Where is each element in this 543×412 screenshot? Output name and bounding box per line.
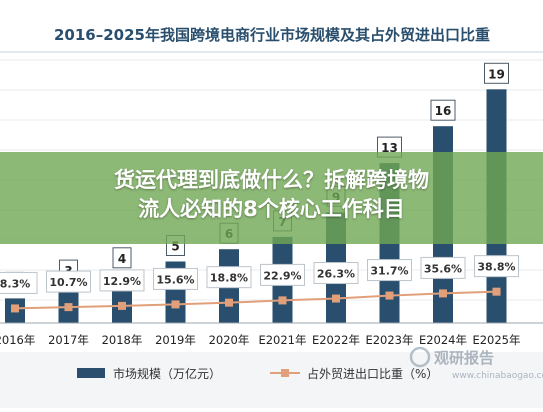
bar-value-label-7: 13 (381, 141, 398, 155)
ratio-value-label-5: 22.9% (263, 269, 301, 282)
ratio-value-label-4: 18.8% (210, 272, 248, 285)
legend-bar-label: 市场规模（万亿元） (113, 366, 221, 381)
ratio-value-label-3: 15.6% (156, 273, 194, 286)
bar-label-box-2 (112, 247, 132, 269)
legend: 市场规模（万亿元） 占外贸进出口比重（%） (77, 366, 438, 381)
ratio-point-3 (171, 300, 180, 309)
ratio-value-label-9: 38.8% (477, 261, 515, 274)
ratio-label-box-6 (313, 262, 359, 285)
chart-title: 2016–2025年我国跨境电商行业市场规模及其占外贸进出口比重 (54, 26, 490, 44)
ratio-point-2 (118, 301, 126, 310)
watermark-url: www.chinabaogao.com (452, 371, 543, 381)
x-tick-label-6: E2022年 (312, 333, 360, 347)
ratio-point-9 (492, 287, 501, 296)
bar-value-label-2: 4 (118, 252, 126, 266)
ratio-point-1 (64, 303, 73, 312)
ratio-label-box-9 (474, 255, 519, 278)
overlay-banner (0, 152, 543, 244)
ratio-value-label-2: 12.9% (103, 275, 141, 288)
overlay-line-1: 货运代理到底做什么？拆解跨境物 (114, 168, 429, 192)
bar-label-box-8 (430, 99, 456, 121)
ratio-label-box-0 (0, 271, 38, 294)
ratio-value-label-7: 31.7% (370, 265, 408, 278)
legend-bar-swatch (77, 368, 105, 378)
ratio-label-box-3 (153, 267, 198, 290)
x-tick-label-9: E2025年 (472, 333, 520, 347)
ratio-series: 8.3% 10.7% 12.9% 15.6% 18.8% 22.9% 26.3% 31.7% 3… (0, 255, 519, 313)
watermark-logo-icon (409, 346, 431, 368)
bar-label-box-9 (484, 62, 509, 84)
x-tick-label-3: 2019年 (155, 333, 196, 347)
ratio-value-label-1: 10.7% (49, 276, 87, 289)
ratio-value-label-0: 8.3% (0, 277, 30, 290)
ratio-point-7 (385, 291, 394, 300)
watermark-brand: 观研报告 (434, 349, 494, 367)
bar-value-label-3: 5 (171, 240, 179, 254)
x-axis: 2016年 2017年 2018年 2019年 2020年 E2021年 E2022年 E20… (0, 322, 543, 347)
legend-line-marker (281, 369, 289, 377)
ratio-label-box-4 (206, 266, 252, 289)
ratio-label-box-1 (46, 270, 91, 293)
watermark: 观研报告 www.chinabaogao.com (409, 346, 543, 381)
x-tick-label-5: E2021年 (258, 333, 306, 347)
ratio-label-box-5 (260, 263, 305, 286)
ratio-label-box-8 (420, 256, 466, 279)
ratio-point-0 (11, 304, 19, 313)
legend-line-label: 占外贸进出口比重（%） (307, 366, 438, 381)
bar-value-label-9: 19 (488, 67, 505, 81)
x-tick-label-7: E2023年 (365, 333, 413, 347)
ratio-point-8 (439, 289, 447, 298)
overlay-headline: 货运代理到底做什么？拆解跨境物 流人必知的8个核心工作科目 (0, 166, 543, 224)
x-tick-label-2: 2018年 (102, 333, 143, 347)
x-tick-label-0: 2016年 (0, 333, 35, 347)
ratio-label-box-7 (367, 259, 412, 282)
overlay-line-2: 流人必知的8个核心工作科目 (138, 197, 405, 221)
x-tick-label-8: E2024年 (419, 333, 467, 347)
x-tick-label-4: 2020年 (209, 333, 250, 347)
ratio-point-6 (332, 294, 340, 303)
x-tick-label-1: 2017年 (48, 333, 89, 347)
ratio-point-5 (278, 296, 287, 305)
ratio-label-box-2 (99, 269, 145, 292)
ratio-point-4 (225, 298, 233, 307)
ratio-value-label-6: 26.3% (317, 268, 355, 281)
ratio-value-label-8: 35.6% (424, 262, 462, 275)
legend-background (0, 352, 543, 408)
ratio-line (14, 290, 497, 310)
bar-value-label-8: 16 (435, 104, 452, 118)
